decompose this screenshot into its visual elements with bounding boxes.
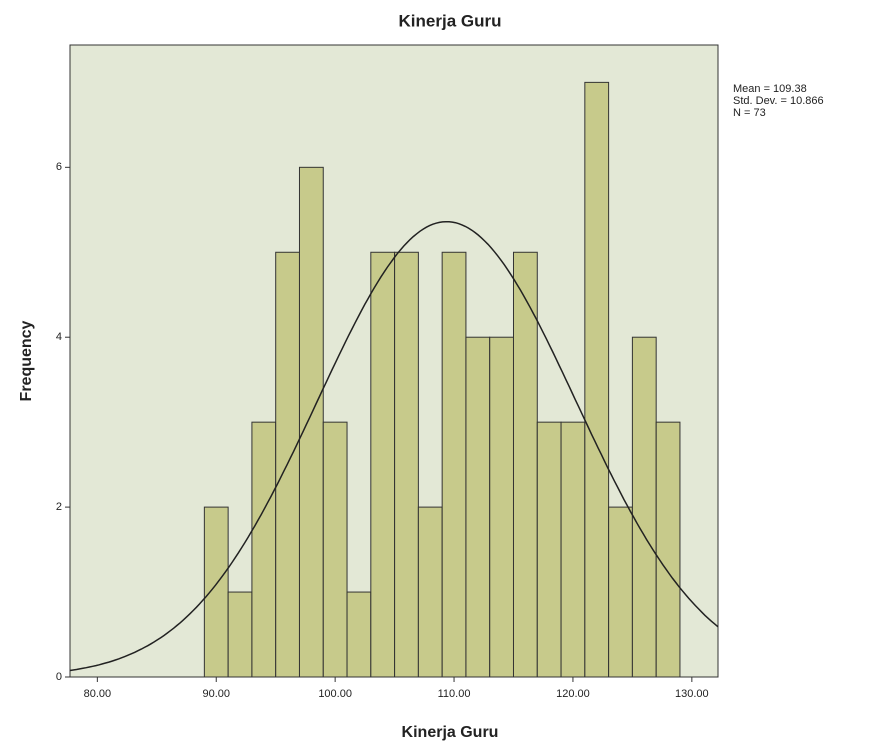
bar [465, 336, 491, 678]
stats-label: Std. Dev. = 10.866 [733, 95, 824, 107]
x-tick-label: 120.00 [556, 688, 590, 700]
bar [608, 506, 633, 678]
bar [370, 251, 396, 678]
stats-label: N = 73 [733, 107, 766, 119]
bar [417, 506, 443, 678]
x-tick-label: 130.00 [675, 688, 709, 700]
y-tick-label: 2 [56, 501, 62, 513]
x-tick-label: 110.00 [438, 688, 471, 700]
y-axis-label: Frequency [18, 320, 35, 401]
bar [227, 591, 253, 678]
bar [441, 251, 467, 678]
bar [322, 421, 348, 678]
bar [631, 336, 657, 678]
bar [536, 421, 562, 678]
bar [251, 421, 277, 678]
bar [584, 81, 610, 678]
y-tick-label: 0 [56, 671, 62, 683]
y-tick-label: 6 [56, 161, 62, 173]
chart-title: Kinerja Guru [399, 11, 502, 30]
y-tick-label: 4 [56, 331, 62, 343]
bar [560, 421, 586, 678]
x-tick-label: 100.00 [318, 688, 352, 700]
stats-label: Mean = 109.38 [733, 83, 807, 95]
bar [298, 166, 324, 678]
bar [346, 591, 372, 678]
bar [489, 336, 514, 678]
bar [394, 251, 419, 678]
x-tick-label: 80.00 [84, 688, 112, 700]
x-axis-label: Kinerja Guru [402, 724, 499, 741]
bar [655, 421, 681, 678]
normal-curve [69, 220, 719, 672]
bar [203, 506, 229, 678]
x-tick-label: 90.00 [202, 688, 230, 700]
bar [512, 251, 538, 678]
